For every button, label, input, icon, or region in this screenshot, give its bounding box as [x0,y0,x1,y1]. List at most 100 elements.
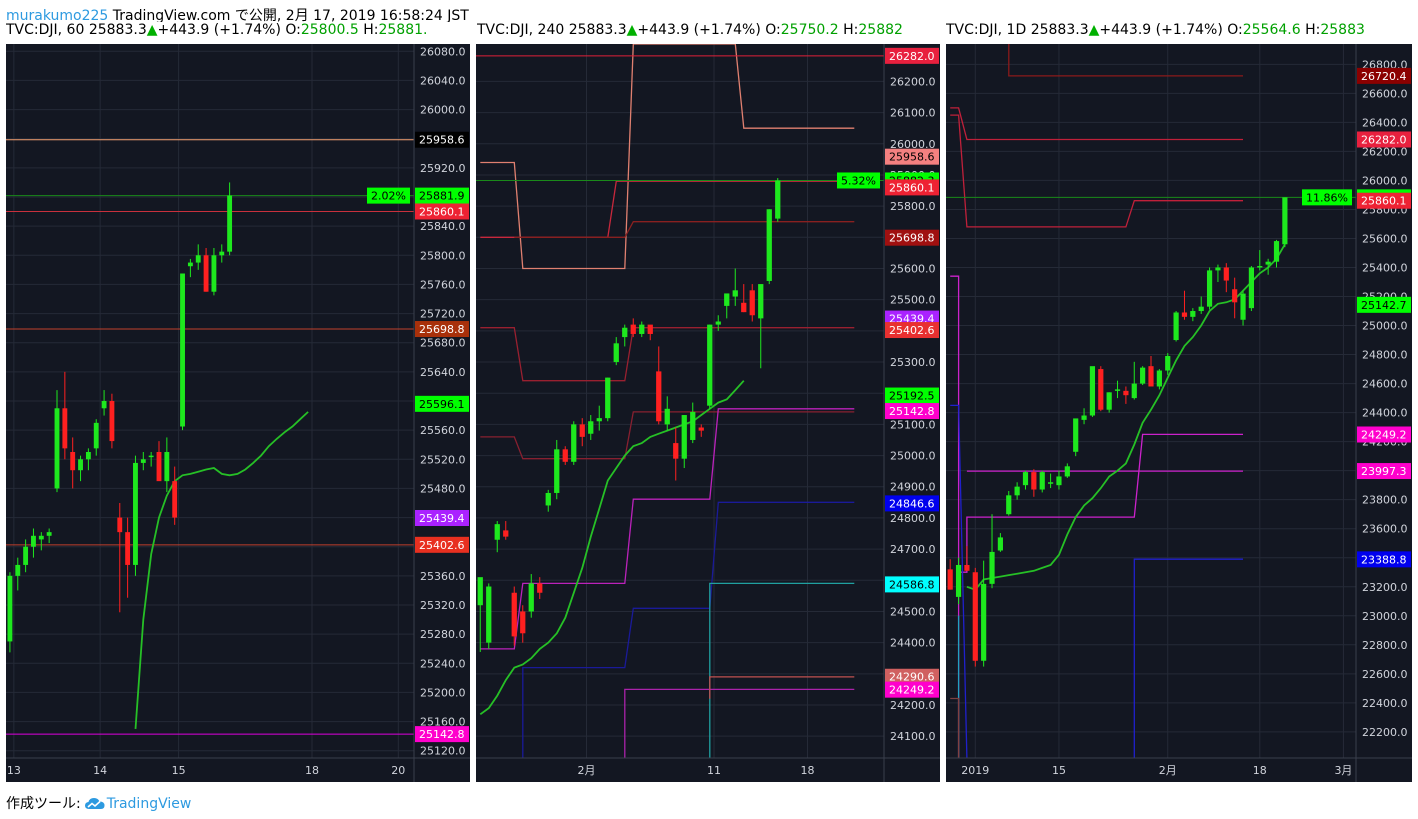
candle-body [1282,197,1288,245]
caption-last: 25883.3 [568,22,627,38]
candle-body [749,290,755,316]
price-label: 26720.4 [1357,67,1411,84]
chart-panel-60[interactable]: 26080.026040.026000.025960.025920.025880… [6,44,470,782]
caption-last: 25883.3 [88,22,147,38]
price-label-bg [415,187,469,204]
price-label-text: 25192.5 [889,390,935,403]
candle-body [955,564,962,597]
candle [698,424,704,437]
chart-panel-240[interactable]: 26200.026100.026000.025900.025800.025700… [476,44,940,782]
candle [227,182,233,256]
candle [203,248,209,292]
candle-body [622,327,628,338]
candle [1073,418,1079,457]
candle [23,539,29,573]
candle [1198,296,1204,314]
candle-body [1206,270,1213,307]
candle-body [732,290,738,297]
chart-panel-1d[interactable]: 26800.0 26600.0 26400.0 26200.0 26000.0 25800… [946,44,1412,782]
y-tick-label: 25500.0 [890,294,936,307]
y-tick-label: 25280.0 [420,628,466,641]
candle-body [156,452,162,482]
candle-body [520,611,526,634]
candle-body [766,209,772,281]
moving-average-line [134,411,309,729]
candle [219,244,225,263]
price-label: 25860.1 [1357,192,1411,209]
candle-body [579,424,585,437]
candle-body [486,586,492,643]
candle [133,455,138,576]
price-label: 23997.3 [1357,463,1411,480]
candle-body [211,255,217,292]
candle [486,583,492,649]
candle [1089,366,1096,417]
candle-body [511,592,517,637]
candle [1081,408,1087,425]
price-axis-bg [1356,44,1412,782]
caption-open-label: O: [765,22,781,38]
footer-label: 作成ツール: [6,796,81,812]
y-tick-label: 26100.0 [890,107,936,120]
candle-body [1248,267,1255,309]
y-tick-label: 26000.0 [420,104,466,117]
price-label-bg [415,131,469,148]
price-label-text: 25596.1 [419,398,465,411]
y-tick-label: 24800.0 [890,512,936,525]
candle [707,324,713,409]
price-label: 24846.6 [885,495,939,512]
y-tick-label: 25480.0 [420,482,466,495]
candle-body [62,408,68,449]
y-tick-label: 22400.0 [1362,697,1408,710]
candle [1232,277,1238,319]
candle-body [715,321,721,325]
price-label-bg [885,495,939,512]
y-tick-label: 25520.0 [420,453,466,466]
footer-brand-link[interactable]: TradingView [106,796,192,812]
price-label-text: 25142.7 [1361,299,1407,312]
chart-svg: 26800.026600.026400.026200.026000.025800… [946,44,1412,782]
price-label-text: 25881.9 [419,190,465,203]
candle [1098,366,1104,412]
y-tick-label: 23200.0 [1362,581,1408,594]
price-label-bg [885,681,939,698]
candle-body [613,343,619,363]
price-label-text: 23388.8 [1361,553,1407,566]
candle-body [571,424,577,462]
price-label-text: 25958.6 [419,134,465,147]
price-label-text: 25142.8 [419,728,465,741]
candle-body [1006,495,1012,515]
candle [1156,369,1162,390]
price-label: 25192.5 [885,387,939,404]
y-tick-label: 25120.0 [420,745,466,758]
candle-body [664,408,670,425]
y-tick-label: 25600.0 [890,262,936,275]
caption-chart-60: TVC:DJI, 60 25883.3▲+443.9 (+1.74%) O:25… [6,22,476,42]
candle [545,489,551,512]
candle-body [673,443,679,459]
candle [156,441,162,482]
y-tick-label: 23600.0 [1362,523,1408,536]
tradingview-logo-icon [84,798,105,809]
level-line [480,180,855,238]
candle [989,514,995,589]
publish-info: TradingView.com で公開, 2月 17, 2019 16:58:2… [112,8,469,24]
author-link[interactable]: murakumo225 [6,8,109,24]
candle-body [1056,476,1062,486]
x-tick-label: 2月 [578,764,596,777]
candle [1114,380,1121,399]
price-label-bg [1357,551,1411,568]
candle-body [758,284,764,319]
price-label-text: 25860.1 [889,181,935,194]
price-label-text: 25698.8 [419,323,465,336]
candle-body [93,422,99,449]
candle [503,521,509,540]
candle-body [964,564,970,571]
price-label-text: 25860.1 [419,205,465,218]
candle-body [1148,366,1154,387]
candle-body [1232,289,1238,303]
price-label: 25958.6 [415,131,469,148]
y-tick-label: 24100.0 [890,730,936,743]
candle [1140,366,1146,386]
caption-high-label: H: [363,22,379,38]
